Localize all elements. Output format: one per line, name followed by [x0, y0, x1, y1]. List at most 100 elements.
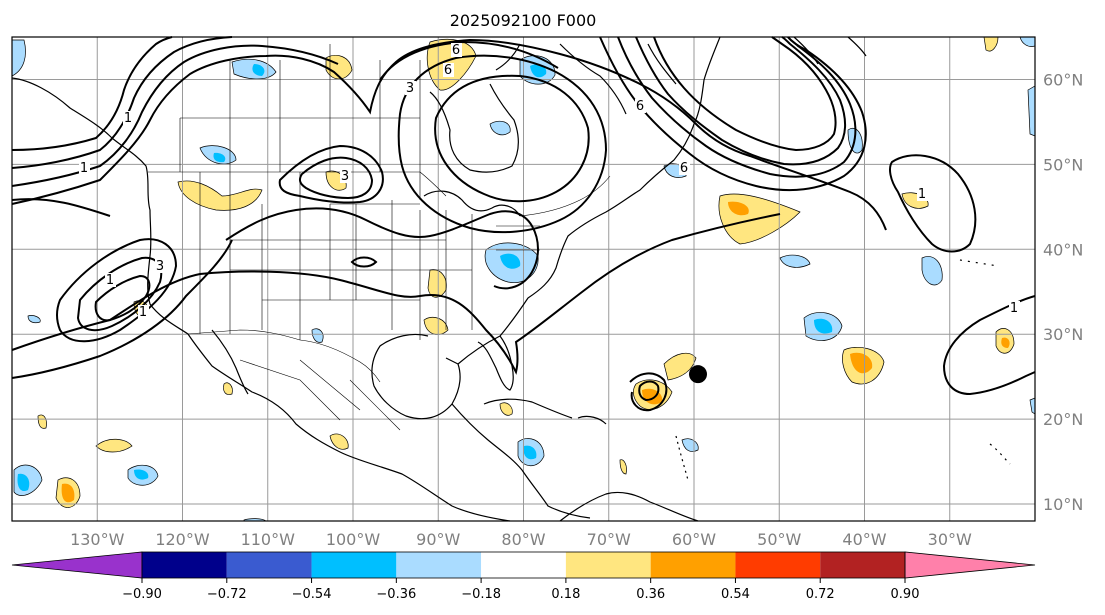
contour-label-bg: [1009, 301, 1020, 315]
contour-label: 6: [680, 161, 688, 176]
lon-tick-label: 100°W: [326, 530, 381, 549]
contour-label-bg: [917, 187, 928, 201]
pos-anomaly: [223, 382, 233, 395]
cuba: [483, 398, 573, 419]
contour-label-bg: [679, 161, 690, 175]
colorbar-frame: [141, 551, 906, 579]
neg-anomaly: [134, 469, 149, 480]
map-title: 2025092100 F000: [450, 11, 597, 30]
neg-anomaly: [779, 254, 811, 268]
contour-label: 3: [156, 259, 164, 274]
lon-tick-label: 80°W: [501, 530, 545, 549]
neg-anomaly: [17, 473, 30, 492]
lon-tick-label: 40°W: [842, 530, 886, 549]
contour: [56, 238, 178, 343]
colorbar-segment: [735, 552, 821, 578]
bermuda-islands: [989, 443, 1011, 465]
neg-anomaly: [814, 318, 833, 334]
colorbar-segment: [820, 552, 905, 578]
contour-label: 1: [106, 273, 114, 288]
baja: [211, 329, 249, 395]
colorbar-tick-label: 0.36: [636, 587, 665, 602]
colorbar-extend-high: [904, 551, 1036, 579]
pos-anomaly: [61, 483, 75, 503]
lon-tick-label: 70°W: [587, 530, 631, 549]
colorbar-tick-label: 0.54: [721, 587, 750, 602]
colorbar: −0.90 −0.72 −0.54 −0.36 −0.18 0.18 0.36 0.54 0.7…: [11, 551, 1036, 602]
pos-anomaly: [663, 352, 697, 381]
colorbar-segment: [481, 552, 566, 578]
pos-anomaly: [728, 201, 749, 216]
lat-tick-label: 60°N: [1043, 70, 1083, 89]
contour-label: 1: [1010, 301, 1018, 316]
colorbar-tick-label: 0.18: [551, 587, 580, 602]
contour-label-bg: [443, 63, 454, 77]
contour: [653, 36, 837, 152]
contour: [11, 38, 887, 231]
map-frame: [11, 36, 1036, 522]
political-borders: [148, 44, 611, 431]
contour-label: 1: [918, 187, 926, 202]
contour-label: 6: [636, 99, 644, 114]
east-coast: [457, 36, 721, 365]
contour: [94, 274, 151, 322]
us-mexico-border: [187, 329, 381, 383]
lat-tick-label: 30°N: [1043, 325, 1083, 344]
pos-anomaly: [329, 433, 349, 450]
contour-label-bg: [123, 111, 134, 125]
contour: [434, 74, 590, 203]
contour: [638, 380, 660, 402]
lon-tick-label: 120°W: [155, 530, 210, 549]
contour-label: 6: [444, 63, 452, 78]
pos-anomaly: [850, 352, 873, 374]
colorbar-segment: [142, 552, 227, 578]
colorbar-tick-label: −0.90: [122, 587, 162, 602]
lat-tick-label: 20°N: [1043, 410, 1083, 429]
lon-tick-label: 60°W: [672, 530, 716, 549]
latitude-axis: 10°N 20°N 30°N 40°N 50°N 60°N: [1043, 70, 1083, 514]
florida: [477, 335, 514, 391]
mexico-states: [239, 359, 401, 431]
hudson-bay: [429, 83, 519, 173]
state-lines: [179, 44, 540, 340]
lon-tick-label: 110°W: [241, 530, 296, 549]
south-america: [559, 491, 699, 522]
contour: [629, 372, 668, 412]
contour-label-bg: [155, 259, 166, 273]
pos-anomaly: [619, 459, 627, 475]
central-america: [451, 403, 591, 519]
hispaniola: [577, 415, 607, 425]
neg-anomaly: [311, 328, 324, 343]
contour-label: 3: [406, 81, 414, 96]
pos-anomaly: [37, 414, 47, 429]
contour: [11, 213, 781, 375]
contour: [635, 36, 846, 166]
pos-anomaly: [1001, 337, 1010, 348]
colorbar-segment: [650, 552, 736, 578]
contour: [617, 36, 857, 178]
contour-label-bg: [340, 169, 351, 183]
contour: [298, 156, 374, 200]
contour-label-bg: [138, 305, 149, 319]
contour: [942, 295, 1036, 396]
colorbar-segment: [226, 552, 312, 578]
contour-label-bg: [451, 43, 462, 57]
colorbar-segment: [396, 552, 482, 578]
colorbar-tick-label: 0.72: [806, 587, 835, 602]
contour-label-bg: [79, 161, 90, 175]
contour-label-bg: [635, 99, 646, 113]
lon-tick-label: 90°W: [416, 530, 460, 549]
neg-anomaly: [500, 253, 521, 269]
contour-label: 3: [341, 169, 349, 184]
contour: [11, 239, 233, 379]
colorbar-tick-label: −0.72: [207, 587, 247, 602]
contour: [225, 207, 539, 290]
gulf-coast: [371, 333, 461, 420]
neg-anomaly: [530, 64, 547, 78]
neg-anomaly: [523, 445, 537, 460]
neg-anomaly: [213, 152, 226, 163]
colorbar-segment: [311, 552, 397, 578]
lon-tick-label: 30°W: [928, 530, 972, 549]
